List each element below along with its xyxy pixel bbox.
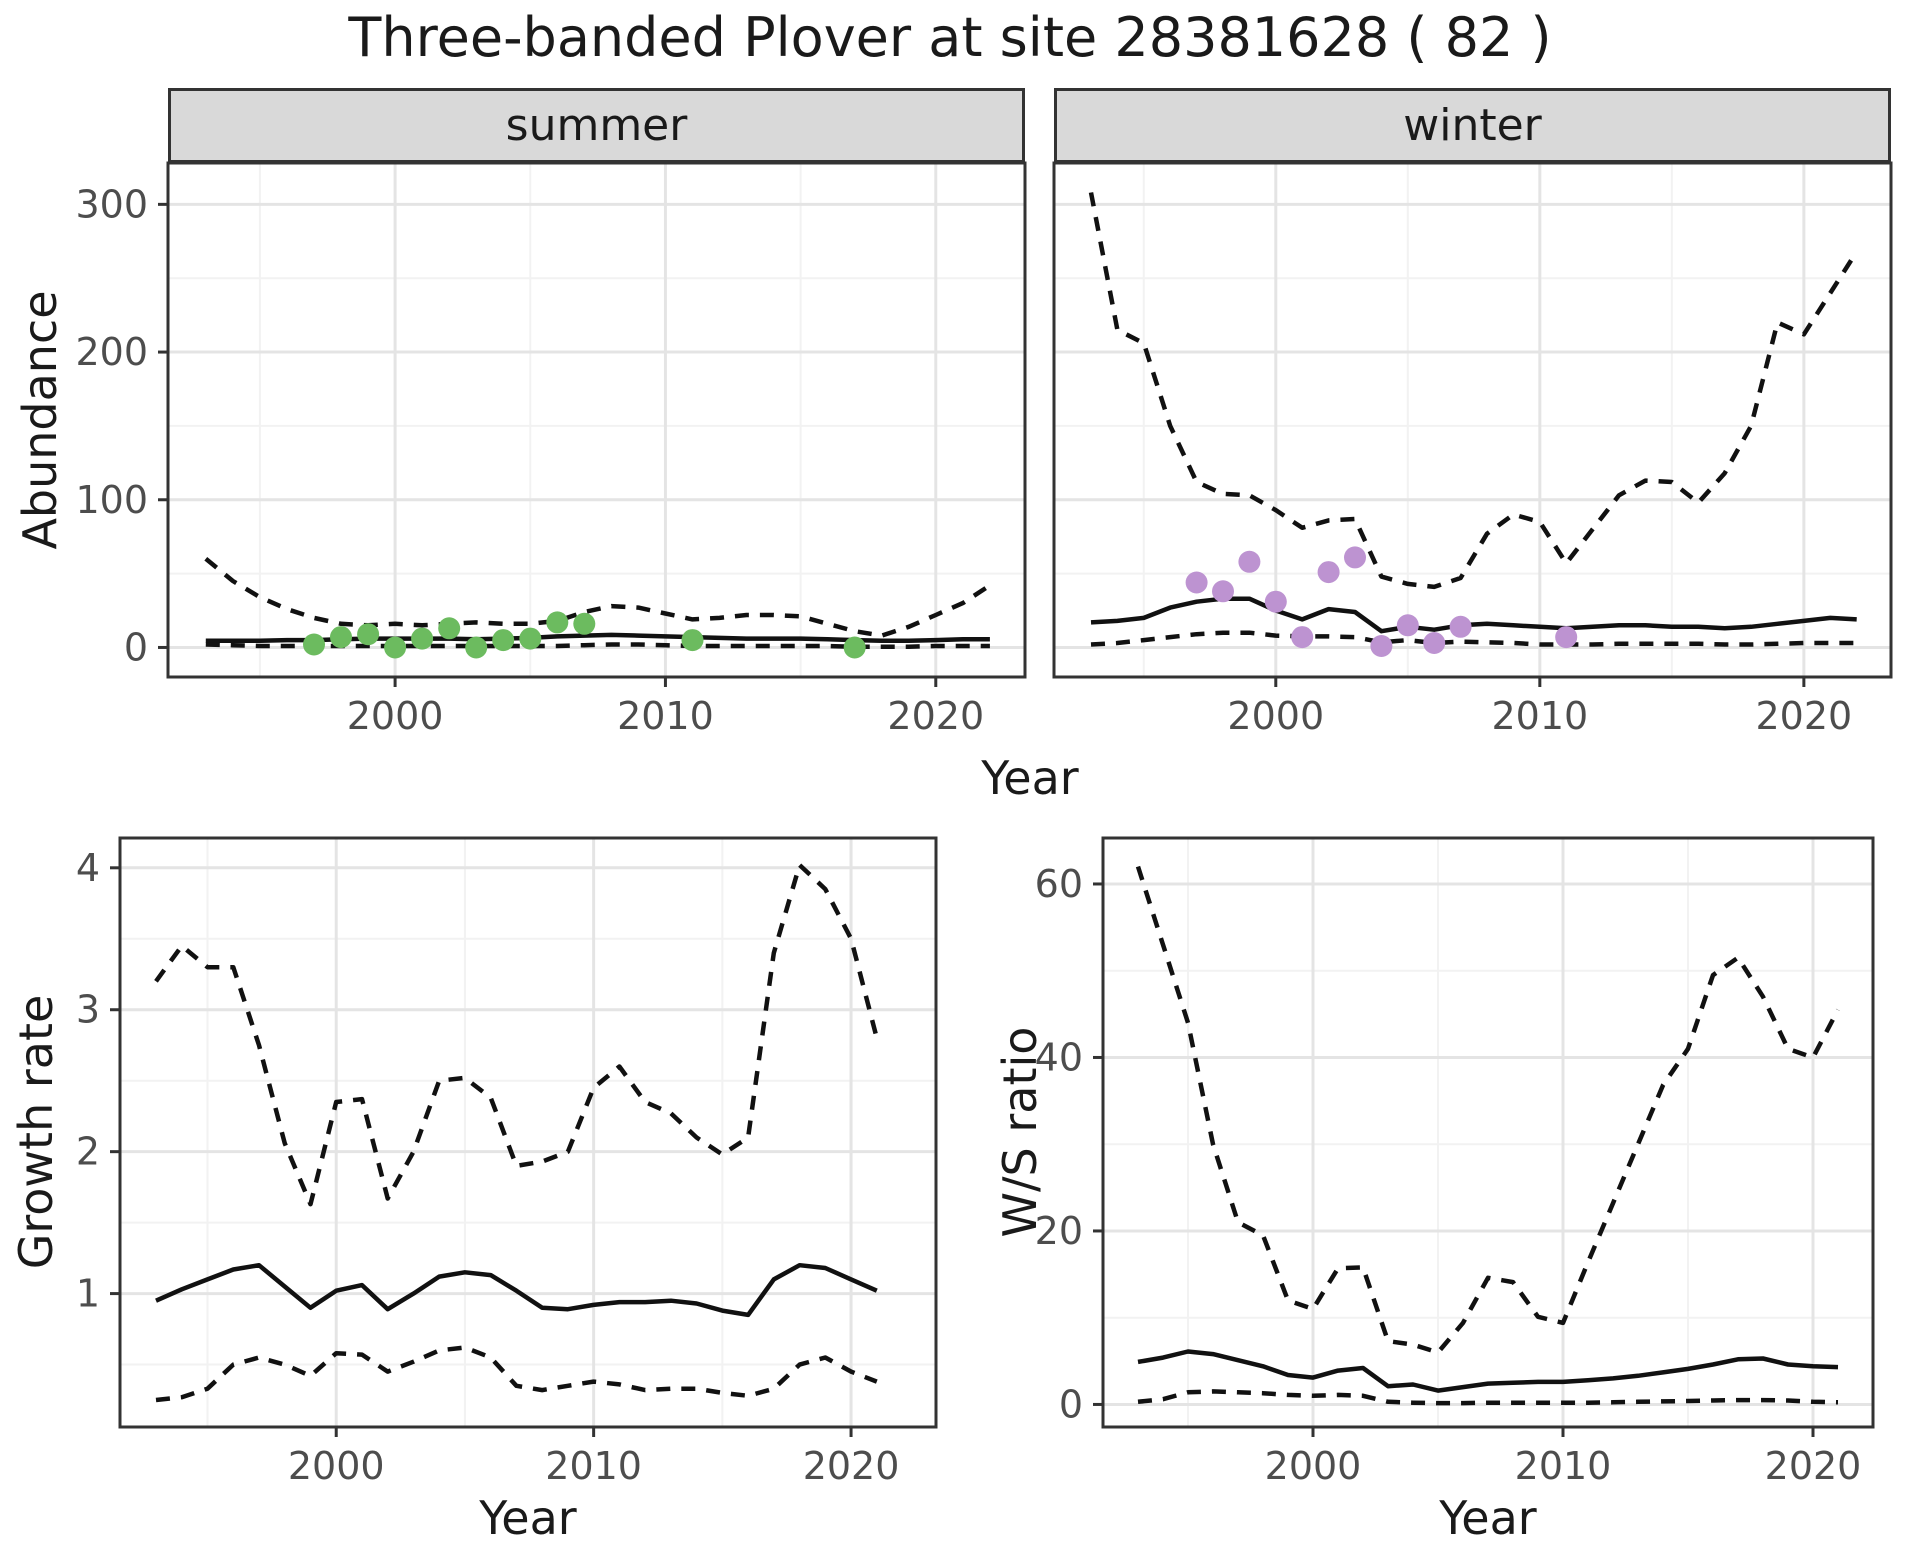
y-tick-label: 300 bbox=[75, 182, 148, 226]
facet-strip-summer-label: summer bbox=[505, 100, 688, 151]
observed-points-summer-counts bbox=[303, 611, 866, 659]
panel-background bbox=[1103, 838, 1873, 1427]
panel-background bbox=[168, 163, 1025, 677]
x-tick-label: 2020 bbox=[1756, 694, 1853, 738]
data-point bbox=[303, 633, 325, 656]
data-point bbox=[1317, 561, 1340, 584]
data-point bbox=[1212, 580, 1234, 603]
y-tick-label: 0 bbox=[1059, 1382, 1083, 1426]
y-tick-label: 3 bbox=[76, 988, 100, 1032]
x-axis-title-ws-ratio: Year bbox=[1439, 1491, 1537, 1545]
gridlines-minor bbox=[120, 838, 936, 1427]
series-lower-95ci bbox=[1090, 630, 1857, 647]
series-upper-95ci bbox=[1135, 865, 1840, 1355]
gridlines-minor bbox=[168, 163, 1025, 677]
panel-border bbox=[118, 836, 938, 1429]
gridlines-major bbox=[1054, 163, 1891, 677]
y-tick-label: 2 bbox=[76, 1130, 100, 1174]
data-point bbox=[411, 627, 434, 650]
x-tick-label: 2020 bbox=[887, 694, 984, 738]
x-tick-label: 2000 bbox=[347, 694, 444, 738]
axis-ticks-and-labels: 2000 2010 2020 0 20 40 60 bbox=[1035, 862, 1862, 1488]
panel-border bbox=[1101, 836, 1875, 1429]
x-tick-label: 2020 bbox=[803, 1444, 900, 1488]
series-lower-95ci bbox=[1137, 1389, 1839, 1406]
data-point bbox=[1423, 632, 1446, 654]
data-point bbox=[492, 629, 515, 652]
data-point bbox=[384, 636, 407, 659]
series-fitted-growth-rate bbox=[155, 1262, 878, 1318]
data-point bbox=[1555, 626, 1578, 649]
series-fitted-ws-ratio bbox=[1137, 1349, 1839, 1393]
data-point bbox=[465, 636, 488, 659]
data-point bbox=[546, 611, 569, 634]
facet-strip-summer: summer bbox=[168, 88, 1025, 163]
y-tick-label: 4 bbox=[76, 846, 100, 890]
panel-background bbox=[1054, 163, 1891, 677]
y-tick-label: 100 bbox=[75, 478, 148, 522]
data-point bbox=[1449, 615, 1472, 638]
x-tick-label: 2000 bbox=[1265, 1444, 1362, 1488]
x-tick-label: 2010 bbox=[617, 694, 714, 738]
x-tick-label: 2020 bbox=[1765, 1444, 1862, 1488]
data-point bbox=[681, 629, 704, 652]
panel-ws-ratio: 2000 2010 2020 0 20 40 60 bbox=[1035, 836, 1875, 1488]
y-tick-label: 0 bbox=[124, 625, 148, 669]
gridlines-major bbox=[1103, 838, 1873, 1427]
data-point bbox=[573, 612, 596, 635]
x-tick-label: 2000 bbox=[1227, 694, 1324, 738]
data-point bbox=[357, 623, 380, 646]
series-lower-95ci bbox=[155, 1345, 878, 1403]
data-point bbox=[843, 636, 866, 659]
axis-ticks-and-labels: 2000 2010 2020 0 100 200 300 bbox=[75, 182, 984, 738]
panel-abundance-summer: 2000 2010 2020 0 100 200 300 bbox=[75, 161, 1027, 738]
series-upper-95ci bbox=[154, 862, 879, 1207]
observed-points-winter-counts bbox=[1185, 546, 1578, 657]
y-tick-label: 60 bbox=[1035, 862, 1083, 906]
data-point bbox=[1238, 550, 1261, 573]
x-tick-label: 2010 bbox=[545, 1444, 642, 1488]
x-axis-title-growth-rate: Year bbox=[479, 1491, 577, 1545]
data-point bbox=[1396, 614, 1419, 637]
x-tick-label: 2010 bbox=[1515, 1444, 1612, 1488]
chart-title: Three-banded Plover at site 28381628 ( 8… bbox=[348, 6, 1552, 69]
series-upper-95ci bbox=[1088, 192, 1859, 590]
panel-border bbox=[1052, 161, 1893, 679]
data-point bbox=[1370, 635, 1393, 657]
data-point bbox=[1291, 626, 1314, 649]
data-point bbox=[1185, 571, 1208, 594]
panel-border bbox=[166, 161, 1027, 679]
y-tick-label: 20 bbox=[1035, 1209, 1083, 1253]
y-tick-label: 1 bbox=[76, 1272, 100, 1316]
y-tick-label: 200 bbox=[75, 330, 148, 374]
facet-strip-winter: winter bbox=[1054, 88, 1891, 163]
x-axis-title-top: Year bbox=[981, 751, 1079, 805]
data-point bbox=[519, 627, 542, 650]
y-tick-label: 40 bbox=[1035, 1035, 1083, 1079]
data-point bbox=[1344, 546, 1366, 569]
x-tick-label: 2000 bbox=[288, 1444, 385, 1488]
series-upper-95ci bbox=[204, 557, 992, 638]
axis-ticks-and-labels: 2000 2010 2020 1 2 3 4 bbox=[76, 846, 900, 1488]
data-point bbox=[438, 617, 461, 640]
panel-abundance-winter: 2000 2010 2020 bbox=[1052, 161, 1893, 738]
facet-strip-winter-label: winter bbox=[1403, 100, 1542, 151]
axis-ticks-and-labels: 2000 2010 2020 bbox=[1227, 677, 1852, 738]
data-point bbox=[330, 626, 352, 649]
panel-background bbox=[120, 838, 936, 1427]
panel-growth-rate: 2000 2010 2020 1 2 3 4 bbox=[76, 836, 938, 1488]
x-tick-label: 2010 bbox=[1491, 694, 1588, 738]
data-point bbox=[1264, 590, 1287, 613]
